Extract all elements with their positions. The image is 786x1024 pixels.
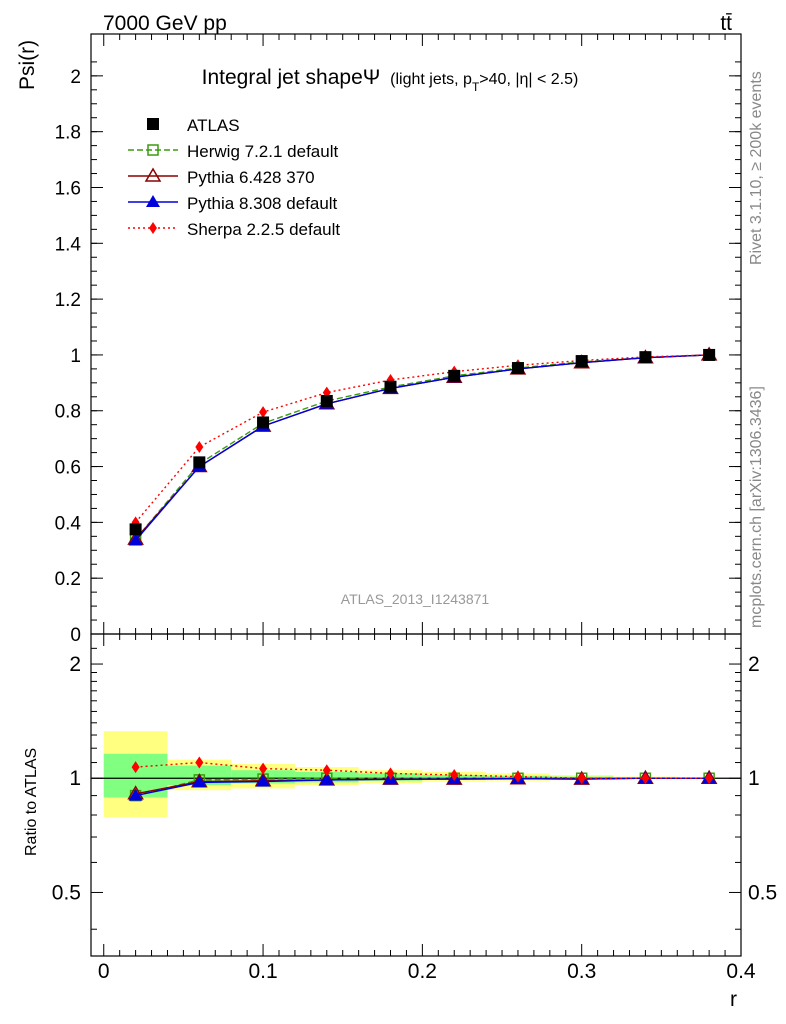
plot-title: Integral jet shapeΨ (light jets, pT>40, … bbox=[202, 66, 579, 94]
ratio-x-tick-label: 0 bbox=[98, 960, 110, 983]
legend-marker-atlas bbox=[147, 118, 159, 130]
ratio-y-tick-label-left: 0.5 bbox=[52, 881, 81, 904]
data-point-pythia-8-308-default bbox=[128, 533, 143, 546]
legend-marker-sherpa-2-2-5-default bbox=[149, 222, 157, 234]
ratio-point-sherpa-2-2-5-default bbox=[450, 768, 459, 781]
ratio-panel: 0.5 0.5 1 1 2 2 0 0.1 0.2 0.3 0.4 Ratio to ATLAS r bbox=[23, 633, 777, 1011]
ratio-y-tick-label-right: 0.5 bbox=[748, 881, 777, 904]
data-point-atlas bbox=[193, 456, 206, 469]
ratio-point-sherpa-2-2-5-default bbox=[513, 770, 522, 783]
ratio-line-sherpa-2-2-5-default bbox=[135, 761, 710, 779]
main-y-tick-label: 1.6 bbox=[55, 178, 81, 199]
data-point-atlas bbox=[320, 394, 333, 407]
ratio-x-tick-label: 0.3 bbox=[567, 960, 596, 983]
ratio-y-tick-label-right: 2 bbox=[748, 653, 760, 676]
data-point-atlas bbox=[511, 362, 524, 375]
main-y-tick-label: 1.2 bbox=[55, 290, 81, 311]
main-y-tick-label: 0.2 bbox=[55, 569, 81, 590]
main-ylabel: Psi(r) bbox=[16, 40, 39, 90]
ratio-axis-ticks: 0.5 0.5 1 1 2 2 0 0.1 0.2 0.3 0.4 bbox=[52, 634, 777, 983]
ratio-y-tick-label-left: 2 bbox=[69, 653, 81, 676]
ratio-point-sherpa-2-2-5-default bbox=[131, 761, 140, 774]
legend-marker-pythia-6-428-370 bbox=[144, 167, 162, 182]
ratio-point-sherpa-2-2-5-default bbox=[577, 772, 586, 785]
legend-label-atlas: ATLAS bbox=[187, 116, 240, 135]
ratio-point-pythia-8-308-default bbox=[192, 775, 207, 788]
analysis-id: ATLAS_2013_I1243871 bbox=[341, 591, 490, 607]
ratio-point-sherpa-2-2-5-default bbox=[386, 767, 395, 780]
legend-marker-herwig-7-2-1-default bbox=[147, 144, 159, 156]
data-point-atlas bbox=[384, 380, 397, 393]
ratio-series-layer bbox=[127, 756, 718, 802]
data-point-atlas bbox=[448, 369, 461, 382]
legend: ATLAS Herwig 7.2.1 default Pythia 6.428 37… bbox=[128, 116, 340, 239]
ratio-point-sherpa-2-2-5-default bbox=[322, 764, 331, 777]
mcplots-label: mcplots.cern.ch [arXiv:1306.3436] bbox=[748, 386, 765, 628]
data-point-atlas bbox=[639, 351, 652, 364]
main-y-tick-label: 0 bbox=[70, 625, 81, 646]
data-point-atlas bbox=[257, 416, 270, 429]
ratio-x-tick-label: 0.1 bbox=[248, 960, 277, 983]
legend-label-sherpa-2-2-5-default: Sherpa 2.2.5 default bbox=[187, 220, 340, 239]
data-point-sherpa-2-2-5-default bbox=[259, 406, 268, 419]
series-line-pythia-8-308-default bbox=[135, 354, 710, 541]
legend-label-pythia-6-428-370: Pythia 6.428 370 bbox=[187, 168, 315, 187]
ratio-x-tick-label: 0.4 bbox=[726, 960, 756, 983]
main-y-tick-label: 1 bbox=[70, 346, 81, 367]
ratio-point-pythia-8-308-default bbox=[319, 772, 334, 785]
main-y-tick-label: 1.8 bbox=[55, 123, 81, 144]
ratio-x-tick-label: 0.2 bbox=[408, 960, 437, 983]
data-point-atlas bbox=[703, 348, 716, 361]
legend-marker-pythia-8-308-default bbox=[146, 195, 160, 207]
series-line-sherpa-2-2-5-default bbox=[135, 354, 710, 523]
ratio-y-tick-label-right: 1 bbox=[748, 767, 760, 790]
ratio-ylabel: Ratio to ATLAS bbox=[23, 748, 40, 856]
ratio-point-sherpa-2-2-5-default bbox=[641, 772, 650, 785]
ratio-point-sherpa-2-2-5-default bbox=[195, 756, 204, 769]
main-series-layer bbox=[127, 346, 718, 546]
ratio-y-tick-label-left: 1 bbox=[69, 767, 81, 790]
main-axis-ticks: 0 0.2 0.4 0.6 0.8 1 1.2 1.4 1.6 1.8 2 bbox=[55, 34, 742, 646]
ratio-point-pythia-8-308-default bbox=[256, 774, 271, 787]
legend-label-pythia-8-308-default: Pythia 8.308 default bbox=[187, 194, 338, 213]
rivet-version-label: Rivet 3.1.10, ≥ 200k events bbox=[748, 71, 765, 265]
main-y-tick-label: 1.4 bbox=[55, 234, 82, 255]
ratio-point-sherpa-2-2-5-default bbox=[705, 772, 714, 785]
ratio-point-pythia-8-308-default bbox=[128, 788, 143, 801]
legend-label-herwig-7-2-1-default: Herwig 7.2.1 default bbox=[187, 142, 338, 161]
data-point-atlas bbox=[129, 523, 142, 536]
main-y-tick-label: 0.8 bbox=[55, 402, 81, 423]
ratio-line-pythia-8-308-default bbox=[135, 777, 710, 797]
ratio-point-sherpa-2-2-5-default bbox=[259, 762, 268, 775]
data-point-sherpa-2-2-5-default bbox=[195, 441, 204, 454]
main-panel: 0 0.2 0.4 0.6 0.8 1 1.2 1.4 1.6 1.8 2 Integral jet… bbox=[16, 33, 742, 646]
main-y-tick-label: 2 bbox=[70, 67, 81, 88]
energy-label: 7000 GeV pp bbox=[103, 12, 227, 35]
main-y-tick-label: 0.4 bbox=[55, 513, 82, 534]
data-point-atlas bbox=[575, 355, 588, 368]
ratio-frame bbox=[90, 633, 742, 957]
process-label: tt̄ bbox=[720, 12, 732, 35]
ratio-xlabel: r bbox=[730, 988, 737, 1011]
main-y-tick-label: 0.6 bbox=[55, 458, 81, 479]
